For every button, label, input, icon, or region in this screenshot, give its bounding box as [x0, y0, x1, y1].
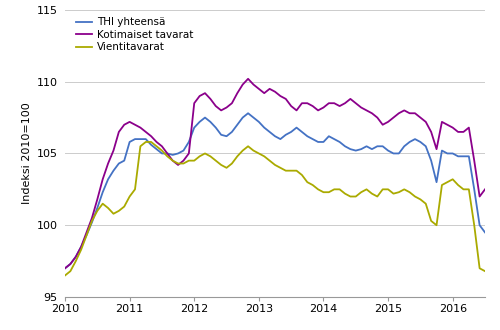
Vientitavarat — [310, 183, 316, 187]
THI yhteensä — [374, 144, 380, 148]
THI yhteensä — [229, 130, 235, 134]
Line: Vientitavarat: Vientitavarat — [65, 142, 485, 276]
Vientitavarat — [482, 269, 488, 273]
Vientitavarat — [180, 161, 186, 165]
Y-axis label: Indeksi 2010=100: Indeksi 2010=100 — [22, 103, 32, 204]
Vientitavarat — [240, 148, 246, 152]
Kotimaiset tavarat — [374, 115, 380, 119]
Kotimaiset tavarat — [234, 91, 240, 95]
Vientitavarat — [143, 140, 149, 144]
Kotimaiset tavarat — [229, 101, 235, 105]
Kotimaiset tavarat — [62, 266, 68, 270]
Kotimaiset tavarat — [175, 163, 181, 167]
THI yhteensä — [245, 111, 251, 115]
Kotimaiset tavarat — [310, 104, 316, 108]
Vientitavarat — [234, 154, 240, 158]
Kotimaiset tavarat — [164, 151, 170, 155]
Line: THI yhteensä: THI yhteensä — [65, 113, 485, 268]
THI yhteensä — [175, 151, 181, 155]
Kotimaiset tavarat — [245, 77, 251, 81]
Kotimaiset tavarat — [482, 187, 488, 191]
THI yhteensä — [234, 123, 240, 127]
Vientitavarat — [62, 274, 68, 278]
Line: Kotimaiset tavarat: Kotimaiset tavarat — [65, 79, 485, 268]
Vientitavarat — [374, 195, 380, 199]
THI yhteensä — [62, 266, 68, 270]
Legend: THI yhteensä, Kotimaiset tavarat, Vientitavarat: THI yhteensä, Kotimaiset tavarat, Vienti… — [74, 15, 196, 54]
Vientitavarat — [170, 159, 175, 163]
THI yhteensä — [164, 151, 170, 155]
THI yhteensä — [310, 137, 316, 141]
THI yhteensä — [482, 230, 488, 234]
